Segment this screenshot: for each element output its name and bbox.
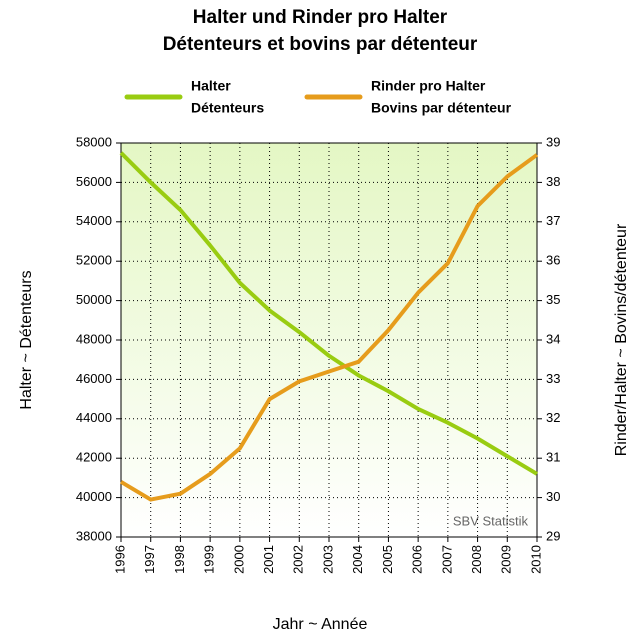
- y2-tick-label: 34: [546, 331, 560, 346]
- y2-tick-label: 35: [546, 292, 560, 307]
- x-tick-label: 2000: [231, 545, 246, 574]
- y2-tick-label: 39: [546, 134, 560, 149]
- y-tick-label: 52000: [76, 253, 112, 268]
- x-tick-label: 1996: [112, 545, 127, 574]
- y-tick-label: 40000: [76, 489, 112, 504]
- x-tick-label: 2008: [469, 545, 484, 574]
- x-tick-label: 1997: [142, 545, 157, 574]
- annotation: SBV Statistik: [453, 513, 529, 528]
- chart-subtitle: Détenteurs et bovins par détenteur: [163, 34, 478, 55]
- y-tick-label: 46000: [76, 371, 112, 386]
- y2-tick-label: 36: [546, 253, 560, 268]
- y-tick-label: 58000: [76, 134, 112, 149]
- x-axis-label: Jahr ~ Année: [273, 616, 368, 633]
- y-tick-label: 56000: [76, 174, 112, 189]
- x-tick-label: 2010: [528, 545, 543, 574]
- y-tick-label: 48000: [76, 331, 112, 346]
- y2-tick-label: 33: [546, 371, 560, 386]
- y2-tick-label: 31: [546, 450, 560, 465]
- series-line: [119, 153, 539, 502]
- legend-label: Détenteurs: [191, 100, 264, 116]
- x-tick-label: 2003: [320, 545, 335, 574]
- legend-label: Halter: [191, 78, 231, 94]
- x-tick-label: 2007: [439, 545, 454, 574]
- y2-axis-label: Rinder/Halter ~ Bovins/détenteur: [613, 223, 630, 456]
- series-line: [119, 151, 539, 476]
- y2-tick-label: 29: [546, 528, 560, 543]
- x-tick-label: 2004: [350, 545, 365, 574]
- y2-tick-label: 37: [546, 213, 560, 228]
- legend-label: Bovins par détenteur: [371, 100, 512, 116]
- legend-label: Rinder pro Halter: [371, 78, 486, 94]
- x-tick-label: 2001: [261, 545, 276, 574]
- chart-title: Halter und Rinder pro Halter: [193, 7, 448, 28]
- x-tick-label: 2009: [499, 545, 514, 574]
- x-tick-label: 2006: [410, 545, 425, 574]
- y-tick-label: 44000: [76, 410, 112, 425]
- y-tick-label: 38000: [76, 528, 112, 543]
- y-tick-label: 54000: [76, 213, 112, 228]
- x-tick-label: 1998: [172, 545, 187, 574]
- y-axis-label: Halter ~ Détenteurs: [18, 270, 35, 409]
- y-tick-label: 50000: [76, 292, 112, 307]
- x-tick-label: 1999: [202, 545, 217, 574]
- y2-tick-label: 30: [546, 489, 560, 504]
- y2-tick-label: 38: [546, 174, 560, 189]
- x-tick-label: 2005: [380, 545, 395, 574]
- y2-tick-label: 32: [546, 410, 560, 425]
- x-tick-label: 2002: [291, 545, 306, 574]
- y-tick-label: 42000: [76, 450, 112, 465]
- plot-frame: [120, 142, 538, 538]
